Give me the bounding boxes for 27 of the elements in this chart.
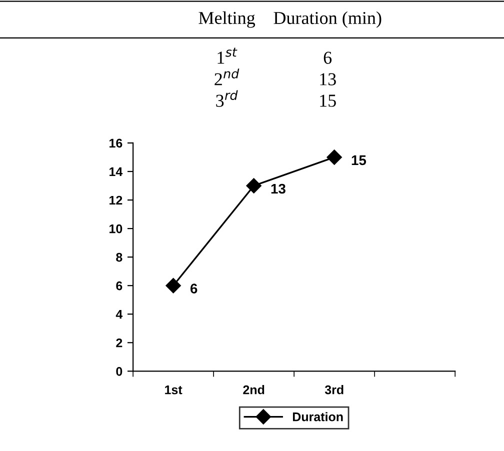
y-tick-label: 12 — [110, 196, 122, 205]
text: 3$^{rd}$ — [216, 90, 238, 107]
text: 1$^{st}$ — [218, 48, 238, 64]
y-tick-label: 16 — [110, 138, 122, 148]
text: Duration (min) — [274, 11, 382, 28]
text: 6 — [324, 52, 332, 64]
text: 15 — [320, 94, 336, 107]
y-tick-label: 14 — [110, 167, 123, 176]
y-tick-label: 0 — [116, 366, 122, 376]
point — [166, 278, 181, 294]
x-tick-label: 2nd — [243, 385, 264, 394]
point — [326, 150, 342, 165]
text: Melting — [198, 11, 256, 28]
text: 13 — [320, 73, 336, 86]
legend-label: Duration — [292, 412, 343, 422]
x-tick-label: 3rd — [324, 385, 344, 394]
x-tick-label: 1st — [165, 386, 182, 394]
data-label: 15 — [352, 155, 366, 166]
y-tick-label: 6 — [116, 281, 122, 290]
y-tick-label: 8 — [116, 252, 122, 262]
data-label: 13 — [271, 184, 286, 194]
y-tick-label: 2 — [116, 338, 122, 348]
data-label: 6 — [190, 284, 198, 294]
y-tick-label: 4 — [116, 310, 123, 319]
text: 2$^{nd}$ — [214, 68, 240, 86]
y-tick-label: 10 — [110, 224, 122, 234]
point — [246, 178, 262, 194]
